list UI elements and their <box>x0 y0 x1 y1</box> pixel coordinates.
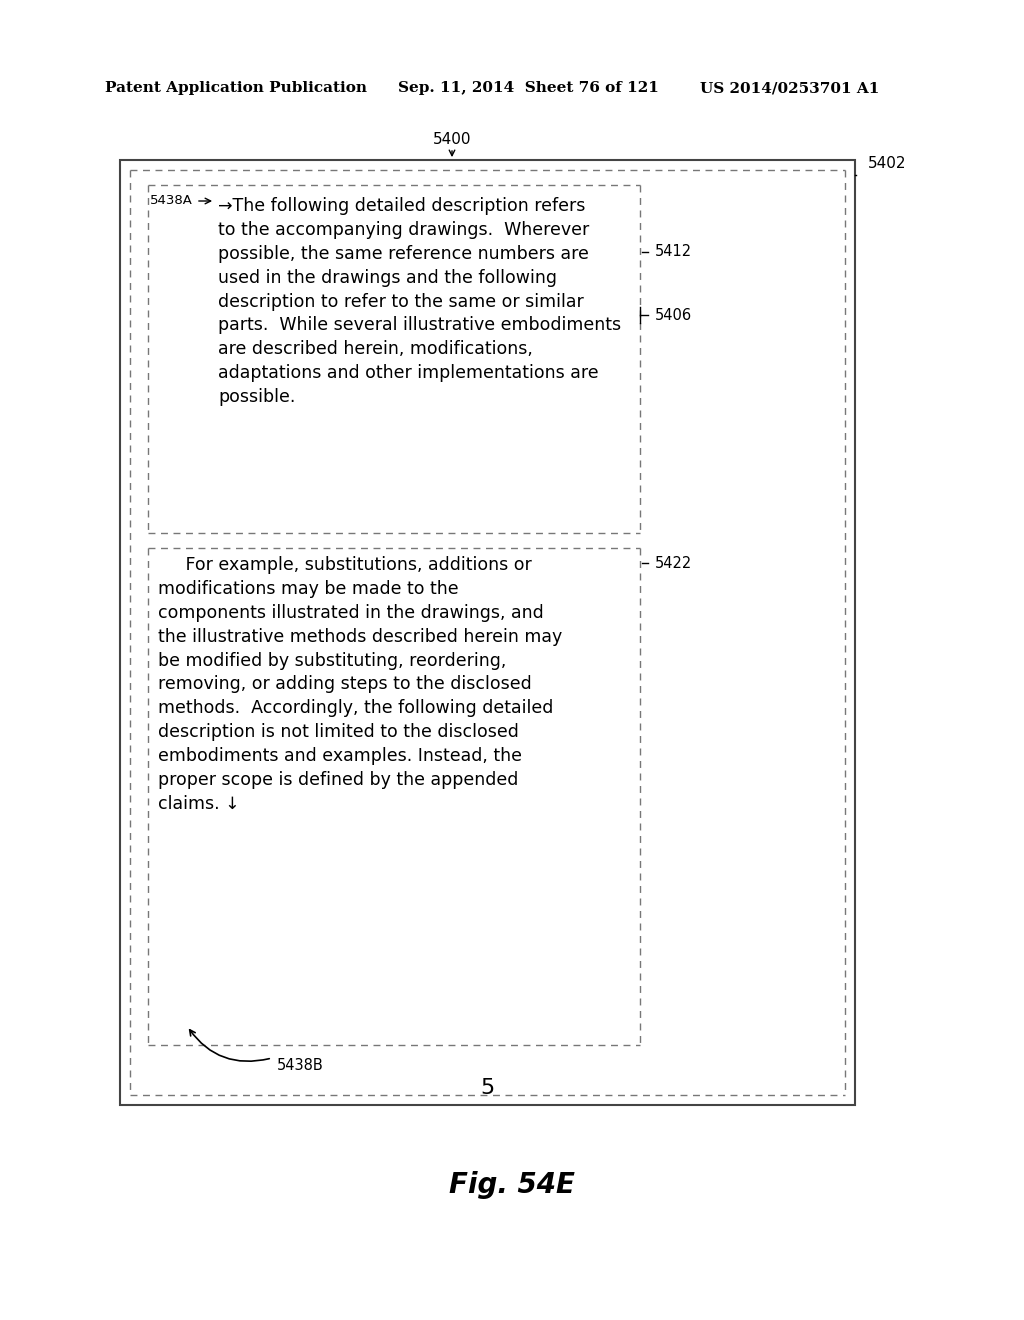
Bar <box>120 160 855 1105</box>
Text: 5: 5 <box>480 1078 495 1098</box>
Text: US 2014/0253701 A1: US 2014/0253701 A1 <box>700 81 880 95</box>
Text: 5412: 5412 <box>655 244 692 260</box>
Text: 5402: 5402 <box>868 156 906 170</box>
Text: 5422: 5422 <box>655 556 692 570</box>
Text: 5438A: 5438A <box>150 194 193 207</box>
Text: Fig. 54E: Fig. 54E <box>449 1171 575 1199</box>
Text: For example, substitutions, additions or
modifications may be made to the
compon: For example, substitutions, additions or… <box>158 556 562 813</box>
Text: 5406: 5406 <box>655 308 692 322</box>
Text: 5400: 5400 <box>433 132 471 147</box>
Text: Patent Application Publication: Patent Application Publication <box>105 81 367 95</box>
Text: 5438B: 5438B <box>276 1057 324 1072</box>
Text: →The following detailed description refers
to the accompanying drawings.  Wherev: →The following detailed description refe… <box>218 197 622 407</box>
Text: Sep. 11, 2014  Sheet 76 of 121: Sep. 11, 2014 Sheet 76 of 121 <box>398 81 658 95</box>
